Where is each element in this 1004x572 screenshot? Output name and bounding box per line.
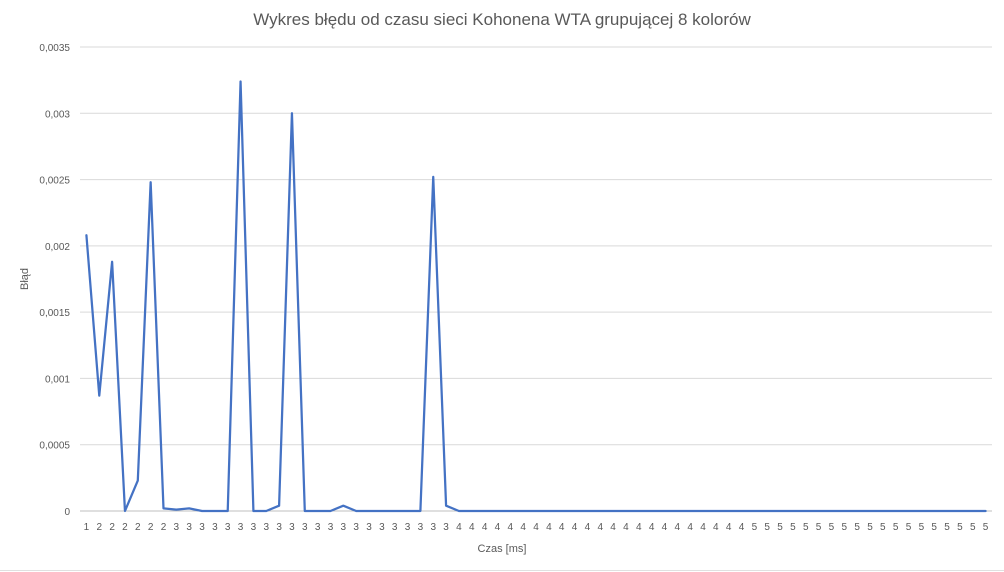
x-tick-label: 4 xyxy=(713,522,719,533)
x-tick-label: 5 xyxy=(764,522,770,533)
bottom-divider xyxy=(0,570,1004,571)
x-tick-label: 5 xyxy=(919,522,925,533)
y-tick-label: 0,0015 xyxy=(39,308,70,319)
x-axis-label: Czas [ms] xyxy=(478,543,527,555)
x-tick-label: 4 xyxy=(533,522,539,533)
x-tick-label: 5 xyxy=(752,522,758,533)
x-tick-label: 4 xyxy=(585,522,591,533)
y-axis-ticks: 0 0,0005 0,001 0,0015 0,002 0,0025 0,003 0,0035 xyxy=(39,43,70,518)
x-tick-label: 4 xyxy=(649,522,655,533)
x-tick-label: 5 xyxy=(790,522,796,533)
x-tick-label: 5 xyxy=(842,522,848,533)
x-tick-label: 5 xyxy=(983,522,989,533)
x-tick-label: 3 xyxy=(174,522,180,533)
x-tick-label: 3 xyxy=(238,522,244,533)
x-tick-label: 5 xyxy=(777,522,783,533)
x-tick-label: 3 xyxy=(430,522,436,533)
x-tick-label: 5 xyxy=(867,522,873,533)
x-tick-label: 2 xyxy=(122,522,128,533)
x-tick-label: 4 xyxy=(636,522,642,533)
x-tick-label: 3 xyxy=(212,522,218,533)
x-tick-label: 3 xyxy=(341,522,347,533)
x-tick-label: 3 xyxy=(186,522,192,533)
x-tick-label: 5 xyxy=(816,522,822,533)
x-tick-label: 3 xyxy=(379,522,385,533)
x-tick-label: 4 xyxy=(700,522,706,533)
y-axis-label: Błąd xyxy=(19,268,31,290)
y-tick-label: 0 xyxy=(64,507,70,518)
y-tick-label: 0,002 xyxy=(45,242,70,253)
x-tick-label: 5 xyxy=(854,522,860,533)
y-tick-label: 0,0025 xyxy=(39,176,70,187)
x-tick-label: 2 xyxy=(135,522,141,533)
x-tick-label: 4 xyxy=(456,522,462,533)
series-layer xyxy=(85,80,987,513)
x-tick-label: 3 xyxy=(199,522,205,533)
x-tick-label: 3 xyxy=(251,522,257,533)
x-tick-label: 3 xyxy=(443,522,449,533)
x-tick-label: 2 xyxy=(161,522,167,533)
x-tick-label: 4 xyxy=(675,522,681,533)
x-tick-label: 4 xyxy=(572,522,578,533)
y-tick-label: 0,003 xyxy=(45,109,70,120)
gridlines xyxy=(80,46,992,512)
x-tick-label: 3 xyxy=(392,522,398,533)
x-tick-label: 5 xyxy=(944,522,950,533)
x-tick-label: 3 xyxy=(353,522,359,533)
x-tick-label: 4 xyxy=(726,522,732,533)
x-tick-label: 4 xyxy=(469,522,475,533)
x-tick-label: 3 xyxy=(276,522,282,533)
x-tick-label: 4 xyxy=(546,522,552,533)
x-tick-label: 3 xyxy=(225,522,231,533)
x-tick-label: 4 xyxy=(687,522,693,533)
x-tick-label: 3 xyxy=(302,522,308,533)
x-tick-label: 3 xyxy=(366,522,372,533)
x-tick-label: 4 xyxy=(623,522,629,533)
x-tick-label: 4 xyxy=(508,522,514,533)
x-tick-label: 5 xyxy=(893,522,899,533)
y-tick-label: 0,001 xyxy=(45,374,70,385)
x-tick-label: 4 xyxy=(559,522,565,533)
x-tick-label: 1 xyxy=(84,522,90,533)
x-tick-label: 3 xyxy=(405,522,411,533)
x-tick-label: 4 xyxy=(610,522,616,533)
x-tick-label: 5 xyxy=(803,522,809,533)
error-series-line xyxy=(85,80,987,513)
x-tick-label: 3 xyxy=(418,522,424,533)
x-tick-label: 5 xyxy=(880,522,886,533)
x-tick-label: 2 xyxy=(96,522,102,533)
x-tick-label: 3 xyxy=(263,522,269,533)
x-tick-label: 4 xyxy=(597,522,603,533)
x-tick-label: 4 xyxy=(520,522,526,533)
x-tick-label: 3 xyxy=(328,522,334,533)
x-tick-label: 4 xyxy=(495,522,501,533)
x-tick-label: 2 xyxy=(109,522,115,533)
x-tick-label: 3 xyxy=(315,522,321,533)
x-tick-label: 5 xyxy=(931,522,937,533)
y-tick-label: 0,0005 xyxy=(39,441,70,452)
y-tick-label: 0,0035 xyxy=(39,43,70,54)
x-tick-label: 3 xyxy=(289,522,295,533)
x-tick-label: 5 xyxy=(829,522,835,533)
x-tick-label: 4 xyxy=(662,522,668,533)
x-tick-label: 5 xyxy=(970,522,976,533)
x-tick-label: 5 xyxy=(957,522,963,533)
x-tick-label: 2 xyxy=(148,522,154,533)
chart-title: Wykres błędu od czasu sieci Kohonena WTA… xyxy=(253,10,751,29)
x-tick-label: 4 xyxy=(482,522,488,533)
x-tick-label: 4 xyxy=(739,522,745,533)
x-tick-label: 5 xyxy=(906,522,912,533)
